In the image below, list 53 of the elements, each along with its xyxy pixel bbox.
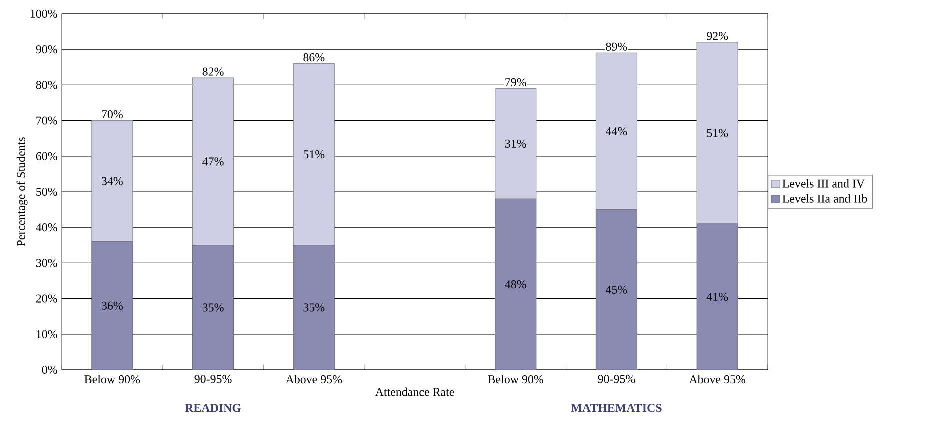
- bar: [192, 245, 234, 370]
- y-tick-label: 30%: [36, 259, 58, 268]
- bar: [92, 242, 134, 370]
- x-tick-label: Below 90%: [84, 375, 140, 384]
- data-label: 48%: [505, 280, 526, 289]
- data-label: 35%: [304, 304, 325, 312]
- x-tick-label: Above 95%: [689, 375, 746, 384]
- y-tick-label: 100%: [30, 10, 58, 18]
- data-label: 34%: [102, 177, 123, 186]
- data-label: 41%: [706, 292, 728, 302]
- x-tick-label: 90-95%: [194, 375, 232, 384]
- data-label: 51%: [707, 129, 728, 138]
- total-label: 79%: [506, 78, 526, 87]
- y-tick-label: 60%: [36, 152, 58, 160]
- y-tick-label: 0%: [42, 366, 58, 374]
- total-label: 70%: [102, 110, 123, 119]
- bar: [293, 245, 335, 370]
- bar: [293, 64, 335, 246]
- x-tick-label: Above 95%: [286, 375, 342, 384]
- y-tick-label: 20%: [36, 294, 58, 303]
- y-axis-title: Percentage of Students: [16, 138, 28, 246]
- data-label: 51%: [304, 150, 325, 159]
- total-label: 92%: [707, 32, 728, 40]
- bar: [192, 78, 234, 246]
- bar: [495, 88, 537, 200]
- data-label: 36%: [102, 302, 123, 310]
- data-label: 35%: [202, 304, 224, 312]
- x-tick-label: 90-95%: [598, 375, 636, 384]
- data-label: 44%: [606, 127, 628, 136]
- bar: [495, 198, 537, 370]
- y-tick-label: 90%: [36, 46, 58, 54]
- bar: [696, 42, 738, 224]
- total-label: 82%: [202, 68, 224, 76]
- text: MATHEMATICS: [571, 404, 662, 412]
- y-tick-label: 50%: [36, 188, 58, 196]
- text: READING: [185, 404, 242, 412]
- y-tick-label: 80%: [36, 81, 58, 90]
- y-tick-label: 70%: [36, 116, 58, 125]
- data-label: 31%: [505, 140, 526, 148]
- bar: [596, 52, 638, 210]
- y-tick-label: 10%: [36, 330, 58, 338]
- data-label: 45%: [606, 286, 628, 294]
- x-axis-title: Attendance Rate: [375, 388, 454, 396]
- legend-label: Levels III and IV: [782, 179, 865, 188]
- legend-label: Levels IIa and IIb: [782, 194, 868, 203]
- total-label: 89%: [606, 42, 628, 51]
- bar: [92, 120, 134, 242]
- y-tick-label: 40%: [36, 224, 58, 232]
- bar: [596, 209, 638, 370]
- total-label: 86%: [304, 54, 325, 62]
- bar: [696, 224, 738, 370]
- x-tick-label: Below 90%: [488, 375, 544, 384]
- data-label: 47%: [202, 158, 224, 166]
